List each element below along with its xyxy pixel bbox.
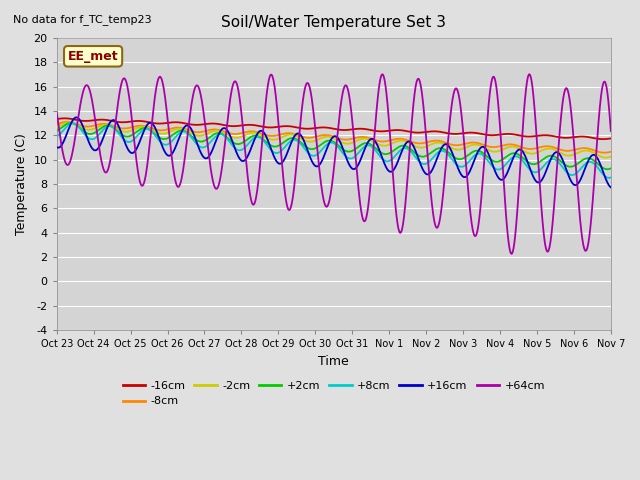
Y-axis label: Temperature (C): Temperature (C) — [15, 133, 28, 235]
X-axis label: Time: Time — [318, 355, 349, 368]
Text: EE_met: EE_met — [68, 50, 118, 63]
Legend: -16cm, -8cm, -2cm, +2cm, +8cm, +16cm, +64cm: -16cm, -8cm, -2cm, +2cm, +8cm, +16cm, +6… — [118, 376, 549, 411]
Text: No data for f_TC_temp23: No data for f_TC_temp23 — [13, 14, 152, 25]
Title: Soil/Water Temperature Set 3: Soil/Water Temperature Set 3 — [221, 15, 446, 30]
